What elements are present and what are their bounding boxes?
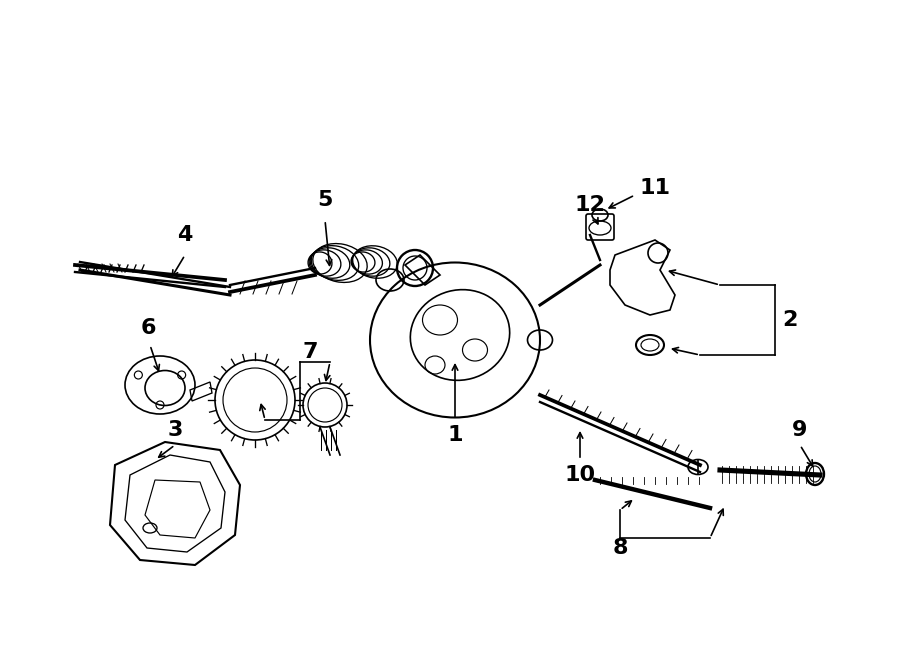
Text: 7: 7 [302,342,318,362]
Text: 12: 12 [574,195,606,215]
Text: 5: 5 [318,190,333,210]
Text: 1: 1 [447,425,463,445]
Text: 3: 3 [167,420,183,440]
Text: 10: 10 [564,465,596,485]
Text: 8: 8 [612,538,628,558]
Text: 9: 9 [792,420,807,440]
Text: 4: 4 [177,225,193,245]
Text: 11: 11 [640,178,670,198]
Text: 2: 2 [782,310,797,330]
Text: 6: 6 [140,318,156,338]
